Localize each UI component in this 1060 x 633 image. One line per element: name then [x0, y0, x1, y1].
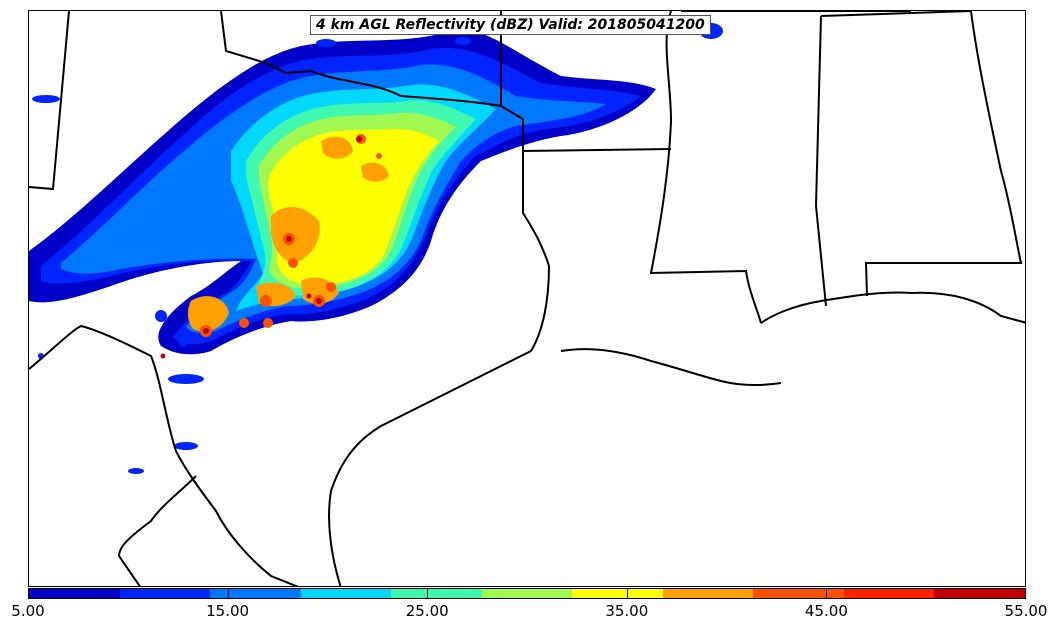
map-panel [28, 10, 1026, 587]
state-border [29, 324, 299, 586]
state-border [820, 11, 972, 17]
coastline [328, 350, 532, 586]
colorbar-tick-label: 55.00 [1004, 602, 1048, 620]
state-border [117, 475, 197, 586]
map-canvas [29, 11, 1025, 586]
colorbar-segment [572, 589, 663, 598]
colorbar [28, 588, 1026, 599]
state-border [220, 11, 524, 120]
map-boundaries [29, 11, 1025, 586]
colorbar-tick [826, 588, 828, 599]
colorbar-tick-label: 35.00 [605, 602, 649, 620]
colorbar-segment [843, 589, 935, 598]
coastline [560, 348, 782, 387]
map-title: 4 km AGL Reflectivity (dBZ) Valid: 20180… [310, 15, 711, 35]
colorbar-segment [753, 589, 844, 598]
state-border [522, 151, 551, 352]
colorbar-segment [391, 589, 482, 598]
state-border [649, 11, 762, 324]
scattered-echoes [32, 23, 723, 474]
colorbar-tick [427, 588, 429, 599]
colorbar-tick-label: 15.00 [206, 602, 250, 620]
colorbar-segment [210, 589, 301, 598]
state-border [814, 15, 827, 307]
colorbar-segment [119, 589, 211, 598]
echo-55-dbz [160, 136, 362, 359]
colorbar-tick-label: 25.00 [405, 602, 449, 620]
colorbar-segment [300, 589, 392, 598]
colorbar-segment [662, 589, 754, 598]
colorbar-segment [934, 589, 1026, 598]
state-border [29, 11, 70, 191]
colorbar-tick [626, 588, 628, 599]
colorbar-tick [28, 588, 29, 599]
colorbar-tick-label: 5.00 [11, 602, 45, 620]
colorbar-tick-label: 45.00 [804, 602, 848, 620]
colorbar-segment [29, 589, 120, 598]
colorbar-tick [1025, 588, 1026, 599]
coastline [760, 291, 1025, 324]
reflectivity-field [29, 23, 723, 474]
colorbar-tick [227, 588, 229, 599]
state-border [864, 11, 1023, 297]
colorbar-segment [481, 589, 573, 598]
